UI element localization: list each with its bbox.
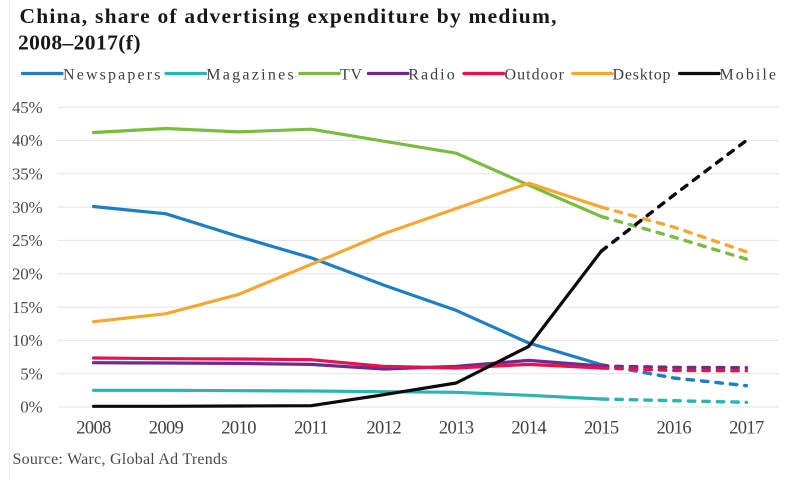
svg-text:2008–2017(f): 2008–2017(f) [18, 31, 141, 55]
svg-text:10%: 10% [12, 331, 43, 350]
svg-text:15%: 15% [12, 298, 43, 317]
svg-text:Desktop: Desktop [613, 67, 671, 84]
svg-text:2011: 2011 [294, 419, 328, 439]
svg-text:40%: 40% [12, 131, 43, 150]
svg-text:2014: 2014 [511, 419, 546, 439]
svg-text:2012: 2012 [366, 419, 401, 439]
svg-text:35%: 35% [12, 165, 43, 184]
svg-text:TV: TV [340, 67, 362, 84]
svg-text:2008: 2008 [76, 419, 111, 439]
svg-text:Newspapers: Newspapers [63, 67, 161, 84]
svg-text:2010: 2010 [221, 419, 256, 439]
svg-text:0%: 0% [20, 398, 42, 417]
svg-text:Radio: Radio [408, 67, 455, 84]
svg-text:Source: Warc, Global Ad Trends: Source: Warc, Global Ad Trends [13, 451, 228, 468]
svg-text:Outdoor: Outdoor [505, 67, 565, 84]
svg-text:25%: 25% [12, 231, 43, 250]
svg-text:30%: 30% [12, 198, 43, 217]
svg-text:20%: 20% [12, 265, 43, 284]
svg-text:45%: 45% [12, 98, 43, 117]
svg-text:China, share of advertising ex: China, share of advertising expenditure … [20, 4, 557, 28]
svg-text:2009: 2009 [149, 419, 184, 439]
svg-text:2016: 2016 [656, 419, 691, 439]
svg-text:Mobile: Mobile [720, 67, 777, 84]
svg-text:2017: 2017 [729, 419, 764, 439]
svg-text:2015: 2015 [584, 419, 619, 439]
svg-text:5%: 5% [20, 364, 42, 383]
svg-text:2013: 2013 [439, 419, 474, 439]
